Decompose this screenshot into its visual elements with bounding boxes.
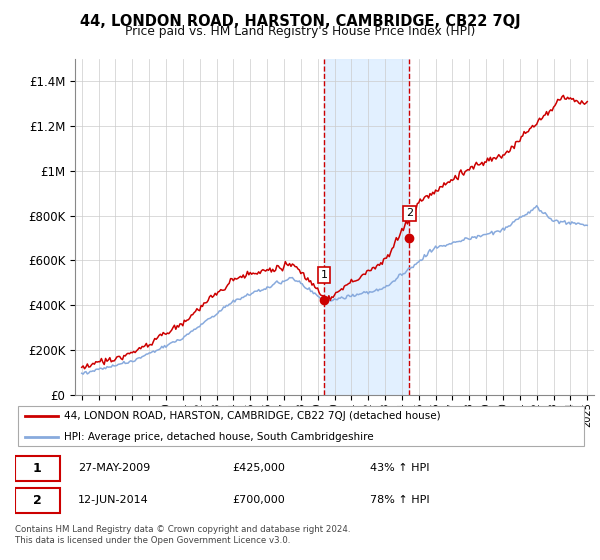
FancyBboxPatch shape bbox=[15, 488, 59, 513]
Text: 78% ↑ HPI: 78% ↑ HPI bbox=[370, 495, 430, 505]
Text: 27-MAY-2009: 27-MAY-2009 bbox=[78, 464, 150, 473]
Text: 44, LONDON ROAD, HARSTON, CAMBRIDGE, CB22 7QJ: 44, LONDON ROAD, HARSTON, CAMBRIDGE, CB2… bbox=[80, 14, 520, 29]
Text: 1: 1 bbox=[320, 270, 328, 280]
FancyBboxPatch shape bbox=[15, 456, 59, 481]
Text: 1: 1 bbox=[33, 462, 42, 475]
Text: £700,000: £700,000 bbox=[233, 495, 286, 505]
Bar bbox=[324, 59, 409, 395]
Text: £425,000: £425,000 bbox=[233, 464, 286, 473]
Text: Contains HM Land Registry data © Crown copyright and database right 2024.
This d: Contains HM Land Registry data © Crown c… bbox=[15, 525, 350, 545]
Text: Price paid vs. HM Land Registry's House Price Index (HPI): Price paid vs. HM Land Registry's House … bbox=[125, 25, 475, 38]
Text: HPI: Average price, detached house, South Cambridgeshire: HPI: Average price, detached house, Sout… bbox=[64, 432, 373, 442]
Text: 2: 2 bbox=[406, 208, 413, 218]
Text: 2: 2 bbox=[33, 494, 42, 507]
Text: 12-JUN-2014: 12-JUN-2014 bbox=[78, 495, 149, 505]
Text: 44, LONDON ROAD, HARSTON, CAMBRIDGE, CB22 7QJ (detached house): 44, LONDON ROAD, HARSTON, CAMBRIDGE, CB2… bbox=[64, 410, 440, 421]
Text: 43% ↑ HPI: 43% ↑ HPI bbox=[370, 464, 430, 473]
FancyBboxPatch shape bbox=[18, 406, 584, 446]
